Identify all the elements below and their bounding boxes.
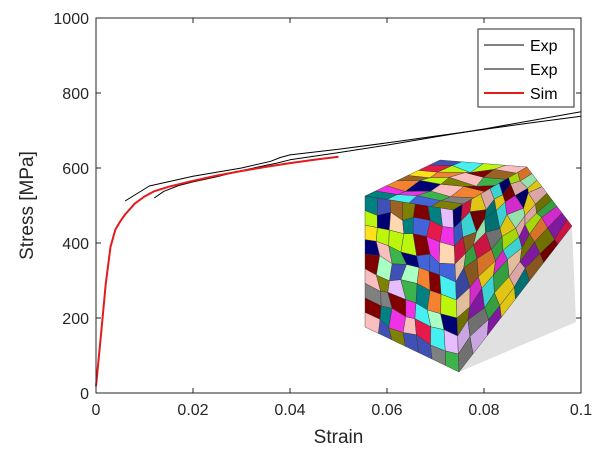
grain-patch [405,299,417,319]
axes-box [95,17,582,394]
x-tick-label: 0.1 [570,402,592,419]
cube-top-face [364,159,528,211]
series-line-exp-2 [153,111,582,199]
cube-right-face [452,166,576,373]
legend-label: Exp [530,62,558,79]
y-tick-label: 400 [62,236,89,253]
y-tick-label: 0 [80,386,89,403]
x-tick-label: 0.04 [274,402,305,419]
cube-left-face [364,195,460,373]
grain-patch [445,350,460,373]
grain-cube-inset [364,159,576,373]
grain-patch [376,211,391,231]
x-tick-label: 0.08 [468,402,499,419]
series-layer [95,111,582,387]
y-tick-label: 800 [62,86,89,103]
y-tick-label: 1000 [53,11,89,28]
legend: Exp Exp Sim [477,28,575,108]
y-tick-label: 200 [62,311,89,328]
legend-label: Exp [530,38,558,55]
y-axis-label: Stress [MPa] [17,151,38,260]
grain-patch [364,224,378,242]
y-tick-label: 600 [62,161,89,178]
grain-patch [440,207,454,229]
cube-right-shade [453,167,576,372]
legend-box [477,28,575,108]
ticks-layer: 0 0.02 0.04 0.06 0.08 0.1 0 200 400 600 800 1000 [53,11,592,419]
grain-patch [554,219,573,245]
x-tick-label: 0.06 [371,402,402,419]
series-line-sim-3 [95,155,339,387]
legend-label: Sim [530,86,558,103]
x-tick-label: 0 [92,402,101,419]
x-axis-label: Strain [314,427,364,448]
x-tick-label: 0.02 [177,402,208,419]
